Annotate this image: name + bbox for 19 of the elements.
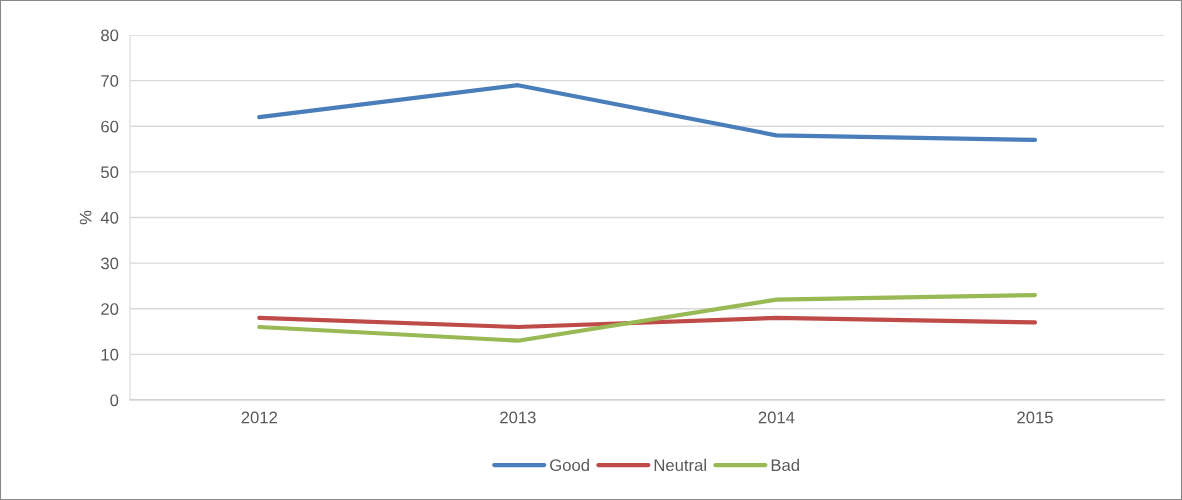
y-tick-label: 80 [101,29,119,42]
legend-label: Neutral [654,458,706,472]
x-tick-label: 2015 [1017,411,1053,424]
x-tick-label: 2014 [758,411,795,424]
line-series [257,292,1038,343]
y-tick-label: 70 [101,75,119,87]
y-axis-title: % [79,210,92,225]
legend-label: Good [550,458,589,472]
y-tick-label: 50 [101,166,119,179]
legend-label: Bad [771,458,799,472]
y-tick-label: 60 [101,120,119,133]
y-tick-label: 30 [101,257,119,270]
line-series [257,83,1038,143]
x-tick-label: 2012 [241,411,277,424]
y-tick-label: 40 [100,211,119,224]
y-tick-label: 10 [101,348,119,361]
x-tick-label: 2013 [500,411,536,424]
y-tick-label: 20 [101,303,119,315]
y-tick-label: 0 [110,394,119,407]
